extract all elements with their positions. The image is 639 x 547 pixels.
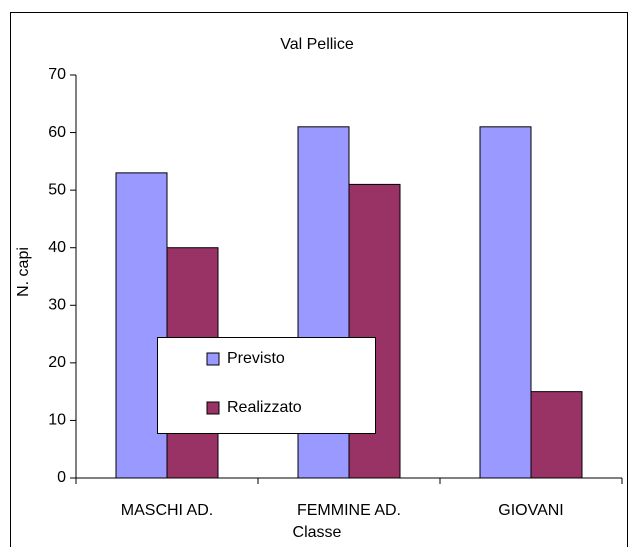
y-tick-label: 60 <box>48 124 66 141</box>
x-axis-label: Classe <box>293 524 342 541</box>
chart-title: Val Pellice <box>280 36 354 53</box>
y-tick-label: 70 <box>48 66 66 83</box>
legend-swatch <box>206 352 220 366</box>
y-axis-label: N. capi <box>15 247 32 297</box>
bar <box>479 126 532 479</box>
legend-box <box>157 337 376 434</box>
y-tick-label: 30 <box>48 297 66 314</box>
bar <box>530 391 583 479</box>
legend-label: Realizzato <box>227 399 302 416</box>
x-tick-label: MASCHI AD. <box>121 502 213 519</box>
legend-swatch <box>206 401 220 415</box>
y-tick-label: 10 <box>48 412 66 429</box>
legend-label: Previsto <box>227 350 285 367</box>
x-tick-label: GIOVANI <box>498 502 564 519</box>
y-tick-label: 0 <box>57 469 66 486</box>
y-tick-label: 40 <box>48 239 66 256</box>
y-tick-label: 20 <box>48 354 66 371</box>
x-tick-label: FEMMINE AD. <box>297 502 401 519</box>
y-tick-label: 50 <box>48 181 66 198</box>
